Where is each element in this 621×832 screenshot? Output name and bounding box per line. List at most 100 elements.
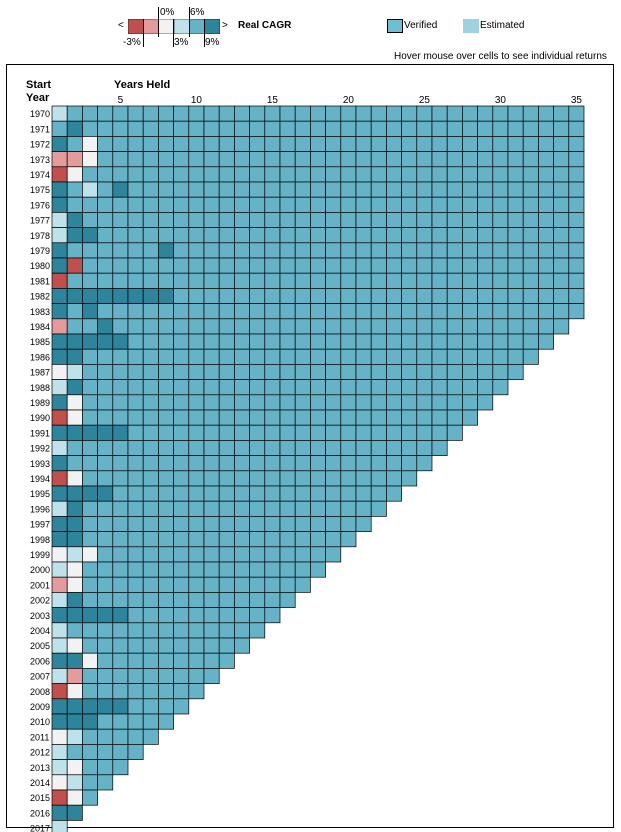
heatmap-cell[interactable] (51, 546, 68, 563)
heatmap-cell[interactable] (188, 531, 205, 548)
heatmap-cell[interactable] (522, 348, 539, 365)
heatmap-cell[interactable] (401, 288, 418, 304)
heatmap-cell[interactable] (188, 652, 205, 669)
heatmap-cell[interactable] (310, 333, 326, 350)
heatmap-cell[interactable] (173, 485, 190, 502)
heatmap-cell[interactable] (310, 166, 326, 183)
heatmap-cell[interactable] (507, 151, 524, 168)
heatmap-cell[interactable] (264, 440, 281, 456)
heatmap-cell[interactable] (203, 409, 220, 426)
heatmap-cell[interactable] (386, 485, 402, 502)
heatmap-cell[interactable] (234, 212, 250, 228)
heatmap-cell[interactable] (325, 272, 342, 289)
heatmap-cell[interactable] (446, 288, 463, 304)
heatmap-cell[interactable] (112, 485, 129, 502)
heatmap-cell[interactable] (82, 561, 98, 578)
heatmap-cell[interactable] (279, 348, 296, 365)
heatmap-cell[interactable] (355, 364, 372, 380)
heatmap-cell[interactable] (203, 364, 220, 380)
heatmap-cell[interactable] (249, 242, 266, 259)
heatmap-cell[interactable] (51, 531, 68, 548)
heatmap-cell[interactable] (310, 546, 326, 563)
heatmap-cell[interactable] (492, 227, 509, 244)
heatmap-cell[interactable] (158, 546, 174, 563)
heatmap-cell[interactable] (112, 409, 129, 426)
heatmap-cell[interactable] (66, 120, 83, 137)
heatmap-cell[interactable] (416, 272, 433, 289)
heatmap-cell[interactable] (173, 136, 190, 152)
heatmap-cell[interactable] (203, 531, 220, 548)
heatmap-cell[interactable] (264, 288, 281, 304)
heatmap-cell[interactable] (492, 379, 509, 396)
heatmap-cell[interactable] (340, 531, 357, 548)
heatmap-cell[interactable] (355, 257, 372, 274)
heatmap-cell[interactable] (112, 500, 129, 517)
heatmap-cell[interactable] (507, 227, 524, 244)
heatmap-cell[interactable] (218, 272, 235, 289)
heatmap-cell[interactable] (218, 576, 235, 593)
heatmap-cell[interactable] (188, 272, 205, 289)
heatmap-cell[interactable] (142, 728, 159, 745)
heatmap-cell[interactable] (431, 303, 448, 320)
heatmap-cell[interactable] (188, 440, 205, 456)
heatmap-cell[interactable] (158, 333, 174, 350)
heatmap-cell[interactable] (264, 470, 281, 487)
heatmap-cell[interactable] (142, 607, 159, 624)
heatmap-cell[interactable] (386, 181, 402, 198)
heatmap-cell[interactable] (173, 622, 190, 639)
heatmap-cell[interactable] (158, 303, 174, 320)
heatmap-cell[interactable] (401, 303, 418, 320)
heatmap-cell[interactable] (325, 196, 342, 213)
heatmap-cell[interactable] (97, 166, 114, 183)
heatmap-cell[interactable] (188, 592, 205, 608)
heatmap-cell[interactable] (51, 181, 68, 198)
heatmap-cell[interactable] (203, 652, 220, 669)
heatmap-cell[interactable] (218, 196, 235, 213)
heatmap-cell[interactable] (188, 333, 205, 350)
heatmap-cell[interactable] (386, 409, 402, 426)
heatmap-cell[interactable] (127, 364, 144, 380)
heatmap-cell[interactable] (97, 713, 114, 730)
heatmap-cell[interactable] (127, 516, 144, 532)
heatmap-cell[interactable] (340, 136, 357, 152)
heatmap-cell[interactable] (127, 546, 144, 563)
heatmap-cell[interactable] (112, 105, 129, 122)
heatmap-cell[interactable] (264, 242, 281, 259)
heatmap-cell[interactable] (538, 120, 554, 137)
heatmap-cell[interactable] (218, 181, 235, 198)
heatmap-cell[interactable] (97, 546, 114, 563)
heatmap-cell[interactable] (370, 455, 387, 472)
heatmap-cell[interactable] (310, 394, 326, 411)
heatmap-cell[interactable] (325, 348, 342, 365)
heatmap-cell[interactable] (279, 409, 296, 426)
heatmap-cell[interactable] (446, 196, 463, 213)
heatmap-cell[interactable] (477, 272, 494, 289)
heatmap-cell[interactable] (294, 288, 311, 304)
heatmap-cell[interactable] (462, 136, 478, 152)
heatmap-cell[interactable] (294, 196, 311, 213)
heatmap-cell[interactable] (462, 303, 478, 320)
heatmap-cell[interactable] (218, 455, 235, 472)
heatmap-cell[interactable] (66, 364, 83, 380)
heatmap-cell[interactable] (203, 500, 220, 517)
heatmap-cell[interactable] (477, 288, 494, 304)
heatmap-cell[interactable] (127, 652, 144, 669)
heatmap-cell[interactable] (112, 668, 129, 684)
heatmap-cell[interactable] (112, 303, 129, 320)
heatmap-cell[interactable] (294, 424, 311, 441)
heatmap-cell[interactable] (249, 531, 266, 548)
heatmap-cell[interactable] (51, 212, 68, 228)
heatmap-cell[interactable] (203, 151, 220, 168)
heatmap-cell[interactable] (416, 394, 433, 411)
heatmap-cell[interactable] (203, 576, 220, 593)
heatmap-cell[interactable] (158, 105, 174, 122)
heatmap-cell[interactable] (522, 181, 539, 198)
heatmap-cell[interactable] (203, 333, 220, 350)
heatmap-cell[interactable] (234, 592, 250, 608)
heatmap-cell[interactable] (522, 120, 539, 137)
heatmap-cell[interactable] (173, 181, 190, 198)
heatmap-cell[interactable] (446, 181, 463, 198)
heatmap-cell[interactable] (522, 227, 539, 244)
heatmap-cell[interactable] (431, 181, 448, 198)
heatmap-cell[interactable] (401, 424, 418, 441)
